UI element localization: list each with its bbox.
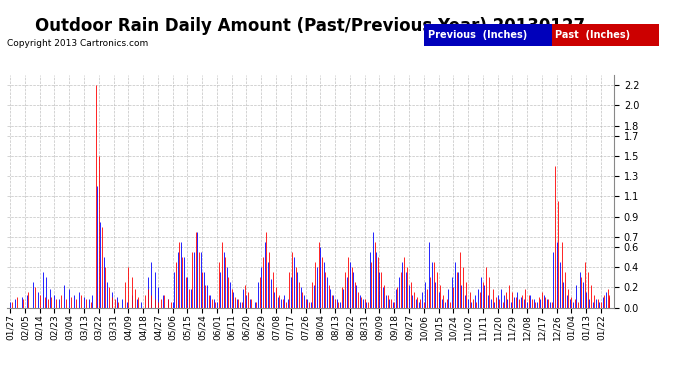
Text: Outdoor Rain Daily Amount (Past/Previous Year) 20130127: Outdoor Rain Daily Amount (Past/Previous… xyxy=(35,17,586,35)
Text: Past  (Inches): Past (Inches) xyxy=(555,30,631,40)
Text: Previous  (Inches): Previous (Inches) xyxy=(428,30,527,40)
Text: Copyright 2013 Cartronics.com: Copyright 2013 Cartronics.com xyxy=(7,39,148,48)
